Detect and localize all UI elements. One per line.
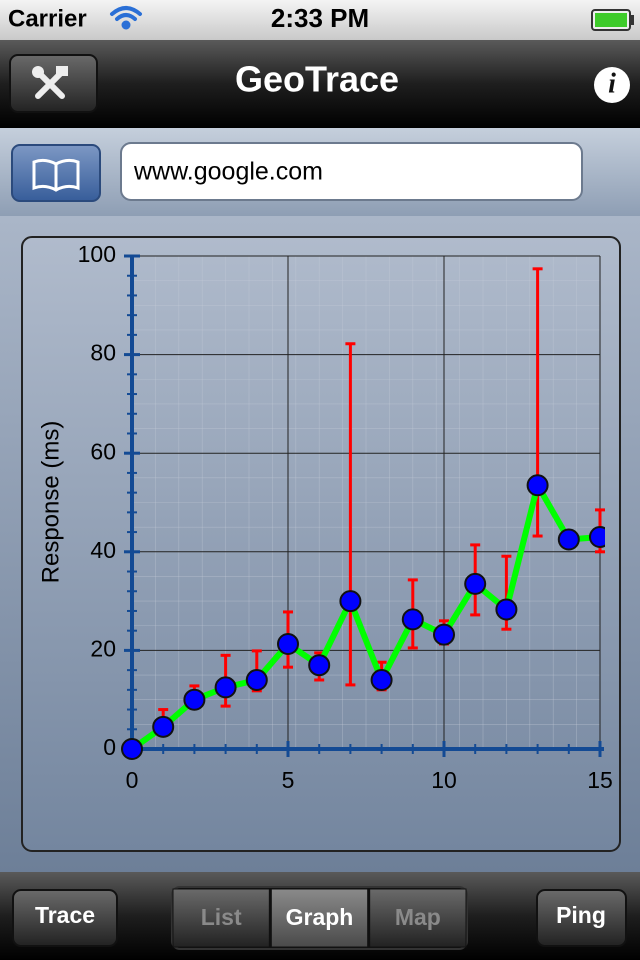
axis-labels: 0 20 40 60 80 100 0 5 10 15 <box>78 241 613 793</box>
ping-label: Ping <box>556 902 606 928</box>
segment-label: Graph <box>286 904 354 930</box>
data-point <box>245 668 268 691</box>
y-axis-label: Response (ms) <box>37 421 64 584</box>
url-text: www.google.com <box>133 158 323 186</box>
segment-label: Map <box>395 904 441 930</box>
trace-button[interactable] <box>12 889 118 947</box>
svg-text:i: i <box>608 68 616 99</box>
segment[interactable] <box>172 888 270 948</box>
series-line <box>130 482 601 752</box>
status-bar <box>0 0 640 40</box>
data-point <box>557 528 580 551</box>
y-tick-label: 100 <box>78 241 116 267</box>
nav-bar <box>0 40 640 128</box>
carrier: Carrier <box>8 5 87 32</box>
data-point <box>214 676 237 699</box>
ping-button[interactable] <box>536 889 627 947</box>
chart <box>121 254 605 760</box>
data-point <box>464 572 487 595</box>
wifi-icon <box>110 6 142 30</box>
segment[interactable] <box>369 888 467 948</box>
url-field[interactable] <box>120 142 583 201</box>
data-point <box>370 668 393 691</box>
x-tick-label: 0 <box>126 767 139 793</box>
info-button[interactable]: i <box>594 67 630 103</box>
chart-panel <box>21 236 621 852</box>
x-tick-label: 10 <box>431 767 457 793</box>
y-tick-label: 0 <box>103 734 116 760</box>
y-tick-label: 80 <box>90 340 116 366</box>
segment[interactable] <box>270 888 369 948</box>
y-tick-label: 60 <box>90 438 116 464</box>
data-point <box>401 608 424 631</box>
data-point <box>495 598 518 621</box>
segment-label: List <box>201 904 242 930</box>
nav-title: GeoTrace <box>235 59 399 100</box>
data-point <box>277 632 299 655</box>
data-point <box>183 688 206 711</box>
clock: 2:33 PM <box>271 3 369 33</box>
settings-button[interactable] <box>9 54 98 113</box>
data-point <box>308 654 331 677</box>
battery-icon <box>591 9 634 31</box>
y-tick-label: 20 <box>90 635 116 661</box>
data-point <box>433 623 455 646</box>
x-tick-label: 5 <box>282 767 295 793</box>
data-point <box>526 474 549 497</box>
data-point <box>152 715 175 738</box>
error-bar <box>345 342 356 687</box>
y-tick-label: 40 <box>90 537 116 563</box>
x-tick-label: 15 <box>587 767 613 793</box>
trace-label: Trace <box>35 902 95 928</box>
bookmarks-button[interactable] <box>11 144 101 202</box>
data-point <box>339 590 362 613</box>
segments: List Graph Map <box>172 888 467 948</box>
data-point <box>589 526 605 549</box>
data-point <box>121 738 143 760</box>
